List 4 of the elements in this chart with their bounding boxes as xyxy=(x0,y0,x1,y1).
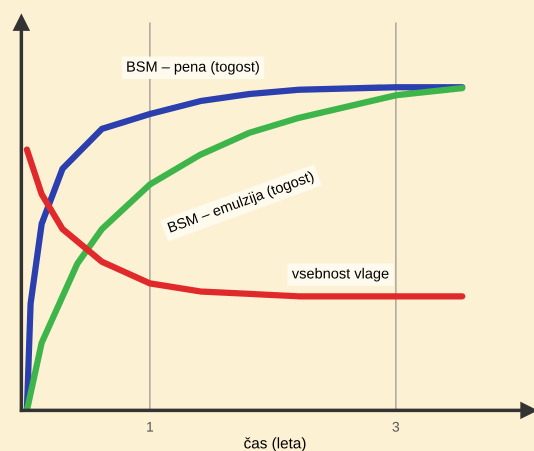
x-tick-label: 3 xyxy=(392,422,400,432)
x-tick-label: 1 xyxy=(147,422,154,432)
series-label: vsebnost vlage xyxy=(292,268,388,282)
series-label: BSM – pena (togost) xyxy=(127,61,259,75)
